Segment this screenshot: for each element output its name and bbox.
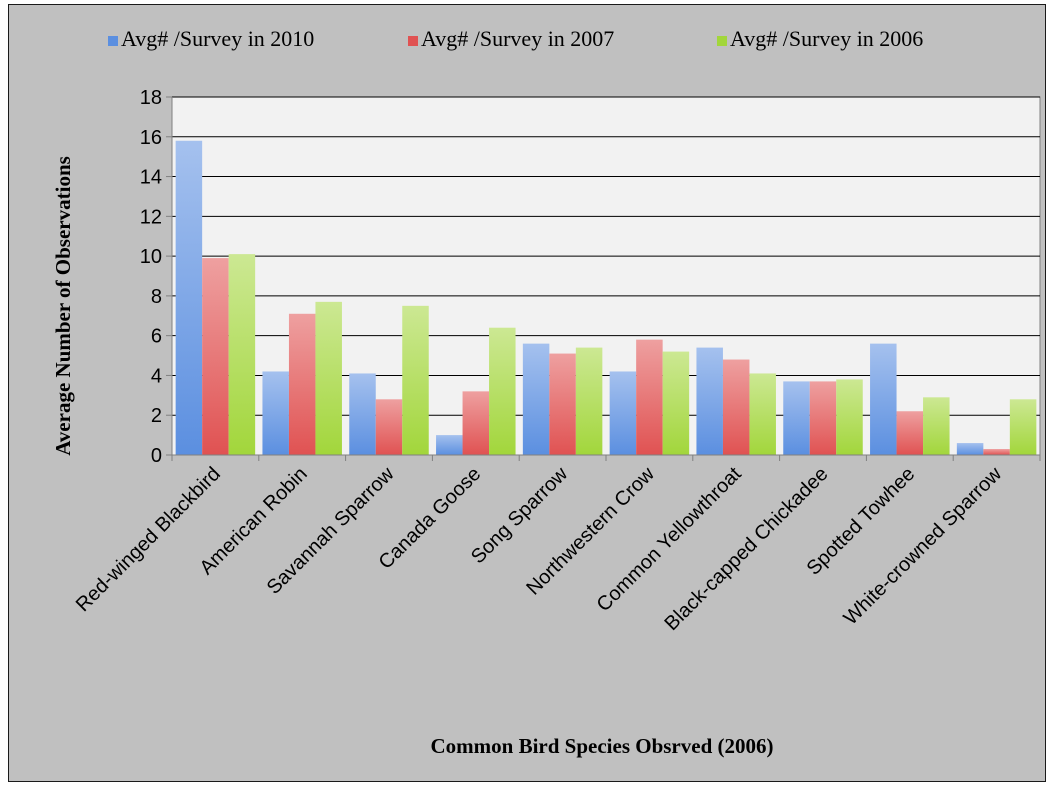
y-tick-label: 6 <box>151 326 162 348</box>
bar-3-5 <box>575 347 603 455</box>
legend-label: Avg# /Survey in 2006 <box>730 26 923 51</box>
bar-3-7 <box>749 373 776 455</box>
y-tick-label: 0 <box>151 445 162 467</box>
bar-3-10 <box>1009 399 1037 455</box>
bar-3-4 <box>489 327 516 455</box>
bar-1-6 <box>609 371 637 455</box>
bar-2-5 <box>549 353 576 455</box>
bar-3-8 <box>836 379 863 455</box>
bar-1-9 <box>870 343 897 455</box>
bar-2-2 <box>288 313 316 455</box>
y-tick-label: 4 <box>151 365 162 387</box>
bar-2-10 <box>983 449 1010 455</box>
bar-2-3 <box>375 399 403 455</box>
bar-1-8 <box>783 381 810 455</box>
x-tick-label: White-crowned Sparrow <box>840 463 1007 630</box>
legend-label: Avg# /Survey in 2010 <box>121 26 314 51</box>
y-tick-label: 8 <box>151 286 162 308</box>
x-tick-label: Black-capped Chickadee <box>661 463 833 635</box>
bar-1-2 <box>262 371 289 455</box>
y-tick-label: 12 <box>140 206 162 228</box>
bar-2-6 <box>636 339 663 455</box>
bars <box>175 140 1037 455</box>
bar-3-6 <box>662 351 690 455</box>
bar-1-1 <box>175 140 203 455</box>
bar-2-9 <box>896 411 924 455</box>
bar-3-2 <box>315 301 342 455</box>
bar-3-1 <box>228 254 256 455</box>
legend-swatch <box>408 36 418 46</box>
y-tick-label: 14 <box>140 167 162 189</box>
bar-3-9 <box>923 397 950 455</box>
x-axis-label: Common Bird Species Obsrved (2006) <box>431 734 774 758</box>
bar-2-7 <box>722 359 750 455</box>
bar-1-3 <box>349 373 376 455</box>
bar-1-4 <box>436 435 463 455</box>
bar-2-4 <box>462 391 490 455</box>
y-tick-label: 2 <box>151 405 162 427</box>
bar-1-5 <box>522 343 550 455</box>
y-tick-label: 18 <box>140 87 162 109</box>
bar-1-10 <box>956 443 984 455</box>
x-tick-label: Common Yellowthroat <box>593 463 746 616</box>
bar-1-7 <box>696 347 723 455</box>
legend-label: Avg# /Survey in 2007 <box>421 26 614 51</box>
y-axis-label: Average Number of Observations <box>51 156 75 456</box>
bar-2-1 <box>202 258 229 455</box>
y-tick-label: 10 <box>140 246 162 268</box>
y-tick-label: 16 <box>140 127 162 149</box>
bar-2-8 <box>809 381 837 455</box>
x-tick-label: Red-winged Blackbird <box>72 463 225 616</box>
legend-swatch <box>108 36 118 46</box>
legend-swatch <box>717 36 727 46</box>
legend: Avg# /Survey in 2010 Avg# /Survey in 2007… <box>108 26 923 51</box>
bar-3-3 <box>402 305 429 455</box>
